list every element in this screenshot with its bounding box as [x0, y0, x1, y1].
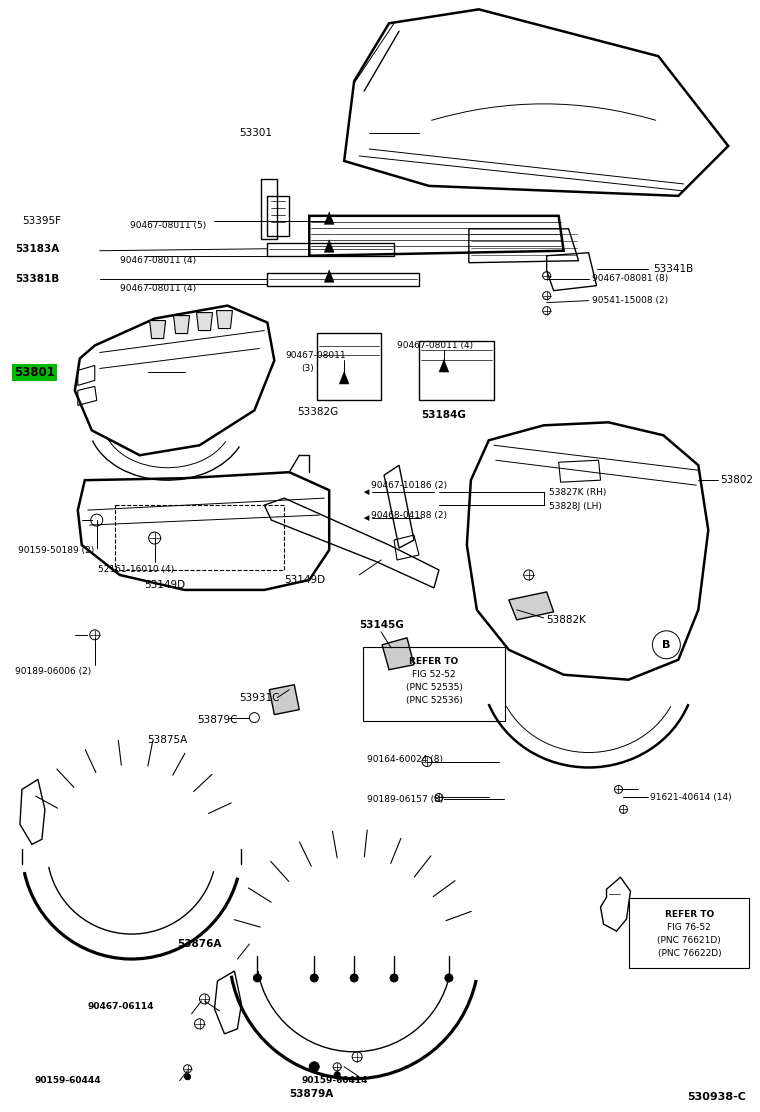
Text: 90468-04188 (2): 90468-04188 (2): [371, 510, 447, 519]
Text: 53876A: 53876A: [178, 939, 222, 949]
Text: 90467-08011 (5): 90467-08011 (5): [130, 221, 206, 230]
Text: 90159-60414: 90159-60414: [301, 1076, 368, 1085]
Circle shape: [390, 974, 398, 982]
Text: 90541-15008 (2): 90541-15008 (2): [591, 296, 668, 305]
Text: 53827K (RH): 53827K (RH): [549, 488, 606, 497]
Text: 90164-60024 (8): 90164-60024 (8): [367, 755, 443, 764]
Circle shape: [445, 974, 453, 982]
Polygon shape: [364, 489, 369, 495]
Text: (PNC 76621D): (PNC 76621D): [657, 935, 721, 944]
Text: B: B: [662, 639, 670, 649]
Text: 53801: 53801: [14, 366, 55, 379]
Text: 90467-10186 (2): 90467-10186 (2): [371, 480, 447, 489]
Circle shape: [309, 1062, 319, 1072]
Text: 53382G: 53382G: [297, 407, 338, 417]
Text: (PNC 52535): (PNC 52535): [406, 683, 462, 692]
Bar: [115, 505, 284, 570]
Polygon shape: [325, 270, 334, 282]
Polygon shape: [217, 310, 233, 328]
Text: 53341B: 53341B: [654, 264, 694, 274]
Text: (PNC 76622D): (PNC 76622D): [657, 949, 721, 957]
Text: 52161-16010 (4): 52161-16010 (4): [98, 566, 174, 575]
Polygon shape: [364, 516, 369, 520]
Text: (3): (3): [301, 364, 314, 373]
Text: 90467-08011 (4): 90467-08011 (4): [120, 256, 196, 266]
Polygon shape: [150, 320, 166, 338]
Circle shape: [350, 974, 358, 982]
Text: 53145G: 53145G: [359, 619, 404, 629]
Text: 90467-08011 (4): 90467-08011 (4): [397, 341, 473, 350]
Polygon shape: [269, 685, 299, 715]
Text: REFER TO: REFER TO: [410, 657, 458, 666]
Text: 53879C: 53879C: [198, 715, 238, 725]
Text: 53395F: 53395F: [22, 216, 61, 226]
Text: FIG 52-52: FIG 52-52: [412, 671, 456, 679]
Text: 53802: 53802: [720, 475, 753, 485]
Polygon shape: [382, 638, 414, 669]
Text: (PNC 52536): (PNC 52536): [406, 696, 462, 705]
Text: REFER TO: REFER TO: [665, 910, 714, 919]
Text: 53931C: 53931C: [239, 693, 280, 703]
Circle shape: [334, 1072, 340, 1078]
Text: 53149D: 53149D: [144, 580, 185, 590]
Polygon shape: [325, 211, 334, 225]
Text: 53183A: 53183A: [15, 244, 59, 254]
Text: 91621-40614 (14): 91621-40614 (14): [651, 793, 732, 802]
Circle shape: [185, 1074, 191, 1080]
Text: 90189-06006 (2): 90189-06006 (2): [15, 667, 91, 676]
Text: 53828J (LH): 53828J (LH): [549, 502, 602, 510]
Circle shape: [253, 974, 261, 982]
Polygon shape: [325, 240, 334, 252]
Text: 530938-C: 530938-C: [687, 1092, 746, 1102]
Text: 90467-08081 (8): 90467-08081 (8): [591, 275, 668, 284]
Text: 90159-60444: 90159-60444: [35, 1076, 102, 1085]
Text: 90467-08011: 90467-08011: [285, 351, 346, 360]
Text: 90159-50189 (2): 90159-50189 (2): [18, 546, 94, 555]
Polygon shape: [439, 359, 449, 373]
Polygon shape: [173, 316, 189, 334]
Polygon shape: [508, 592, 553, 619]
Polygon shape: [197, 312, 213, 330]
Text: 53882K: 53882K: [546, 615, 587, 625]
Text: 90467-08011 (4): 90467-08011 (4): [120, 285, 196, 294]
Text: 90189-06157 (8): 90189-06157 (8): [367, 795, 444, 804]
Text: 90467-06114: 90467-06114: [88, 1002, 154, 1012]
Polygon shape: [339, 371, 349, 384]
Text: 53184G: 53184G: [421, 410, 466, 420]
Text: 53149D: 53149D: [284, 575, 325, 585]
Text: 53875A: 53875A: [147, 735, 188, 745]
Text: 53879A: 53879A: [290, 1089, 334, 1099]
Text: 53381B: 53381B: [15, 274, 59, 284]
Text: 53301: 53301: [239, 128, 272, 138]
Text: FIG 76-52: FIG 76-52: [667, 923, 711, 932]
Circle shape: [310, 974, 318, 982]
